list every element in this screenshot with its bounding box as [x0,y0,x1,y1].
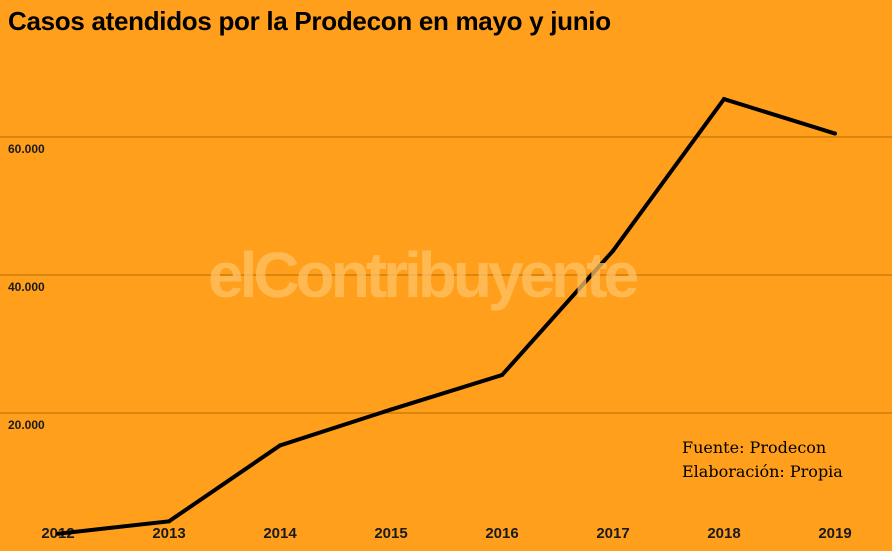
source-note: Fuente: Prodecon Elaboración: Propia [682,436,843,484]
watermark-logo: elContribuyente [208,239,639,311]
source-line: Fuente: Prodecon [682,438,827,457]
data-point [500,373,504,378]
x-tick-label: 2017 [596,525,629,542]
x-tick-label: 2014 [263,525,297,542]
x-tick-label: 2018 [707,525,740,542]
x-axis-ticks: 20122013201420152016201720182019 [41,525,851,542]
x-tick-label: 2016 [485,525,518,542]
chart-title: Casos atendidos por la Prodecon en mayo … [8,6,611,36]
data-point [833,131,837,136]
data-point [278,443,282,448]
grid-lines [0,136,892,414]
data-point [167,519,171,524]
x-tick-label: 2013 [152,525,185,542]
y-tick-label: 40.000 [8,280,45,294]
credit-line: Elaboración: Propia [682,462,843,481]
x-tick-label: 2019 [818,525,851,542]
data-point [56,531,60,536]
series-line [57,96,836,536]
data-point [389,407,393,412]
data-point [722,97,726,102]
y-tick-label: 20.000 [8,418,45,432]
x-tick-label: 2015 [374,525,407,542]
y-axis-ticks: 20.000 40.000 60.000 [8,142,45,432]
data-point [611,248,615,253]
y-tick-label: 60.000 [8,142,45,156]
series [56,96,837,536]
